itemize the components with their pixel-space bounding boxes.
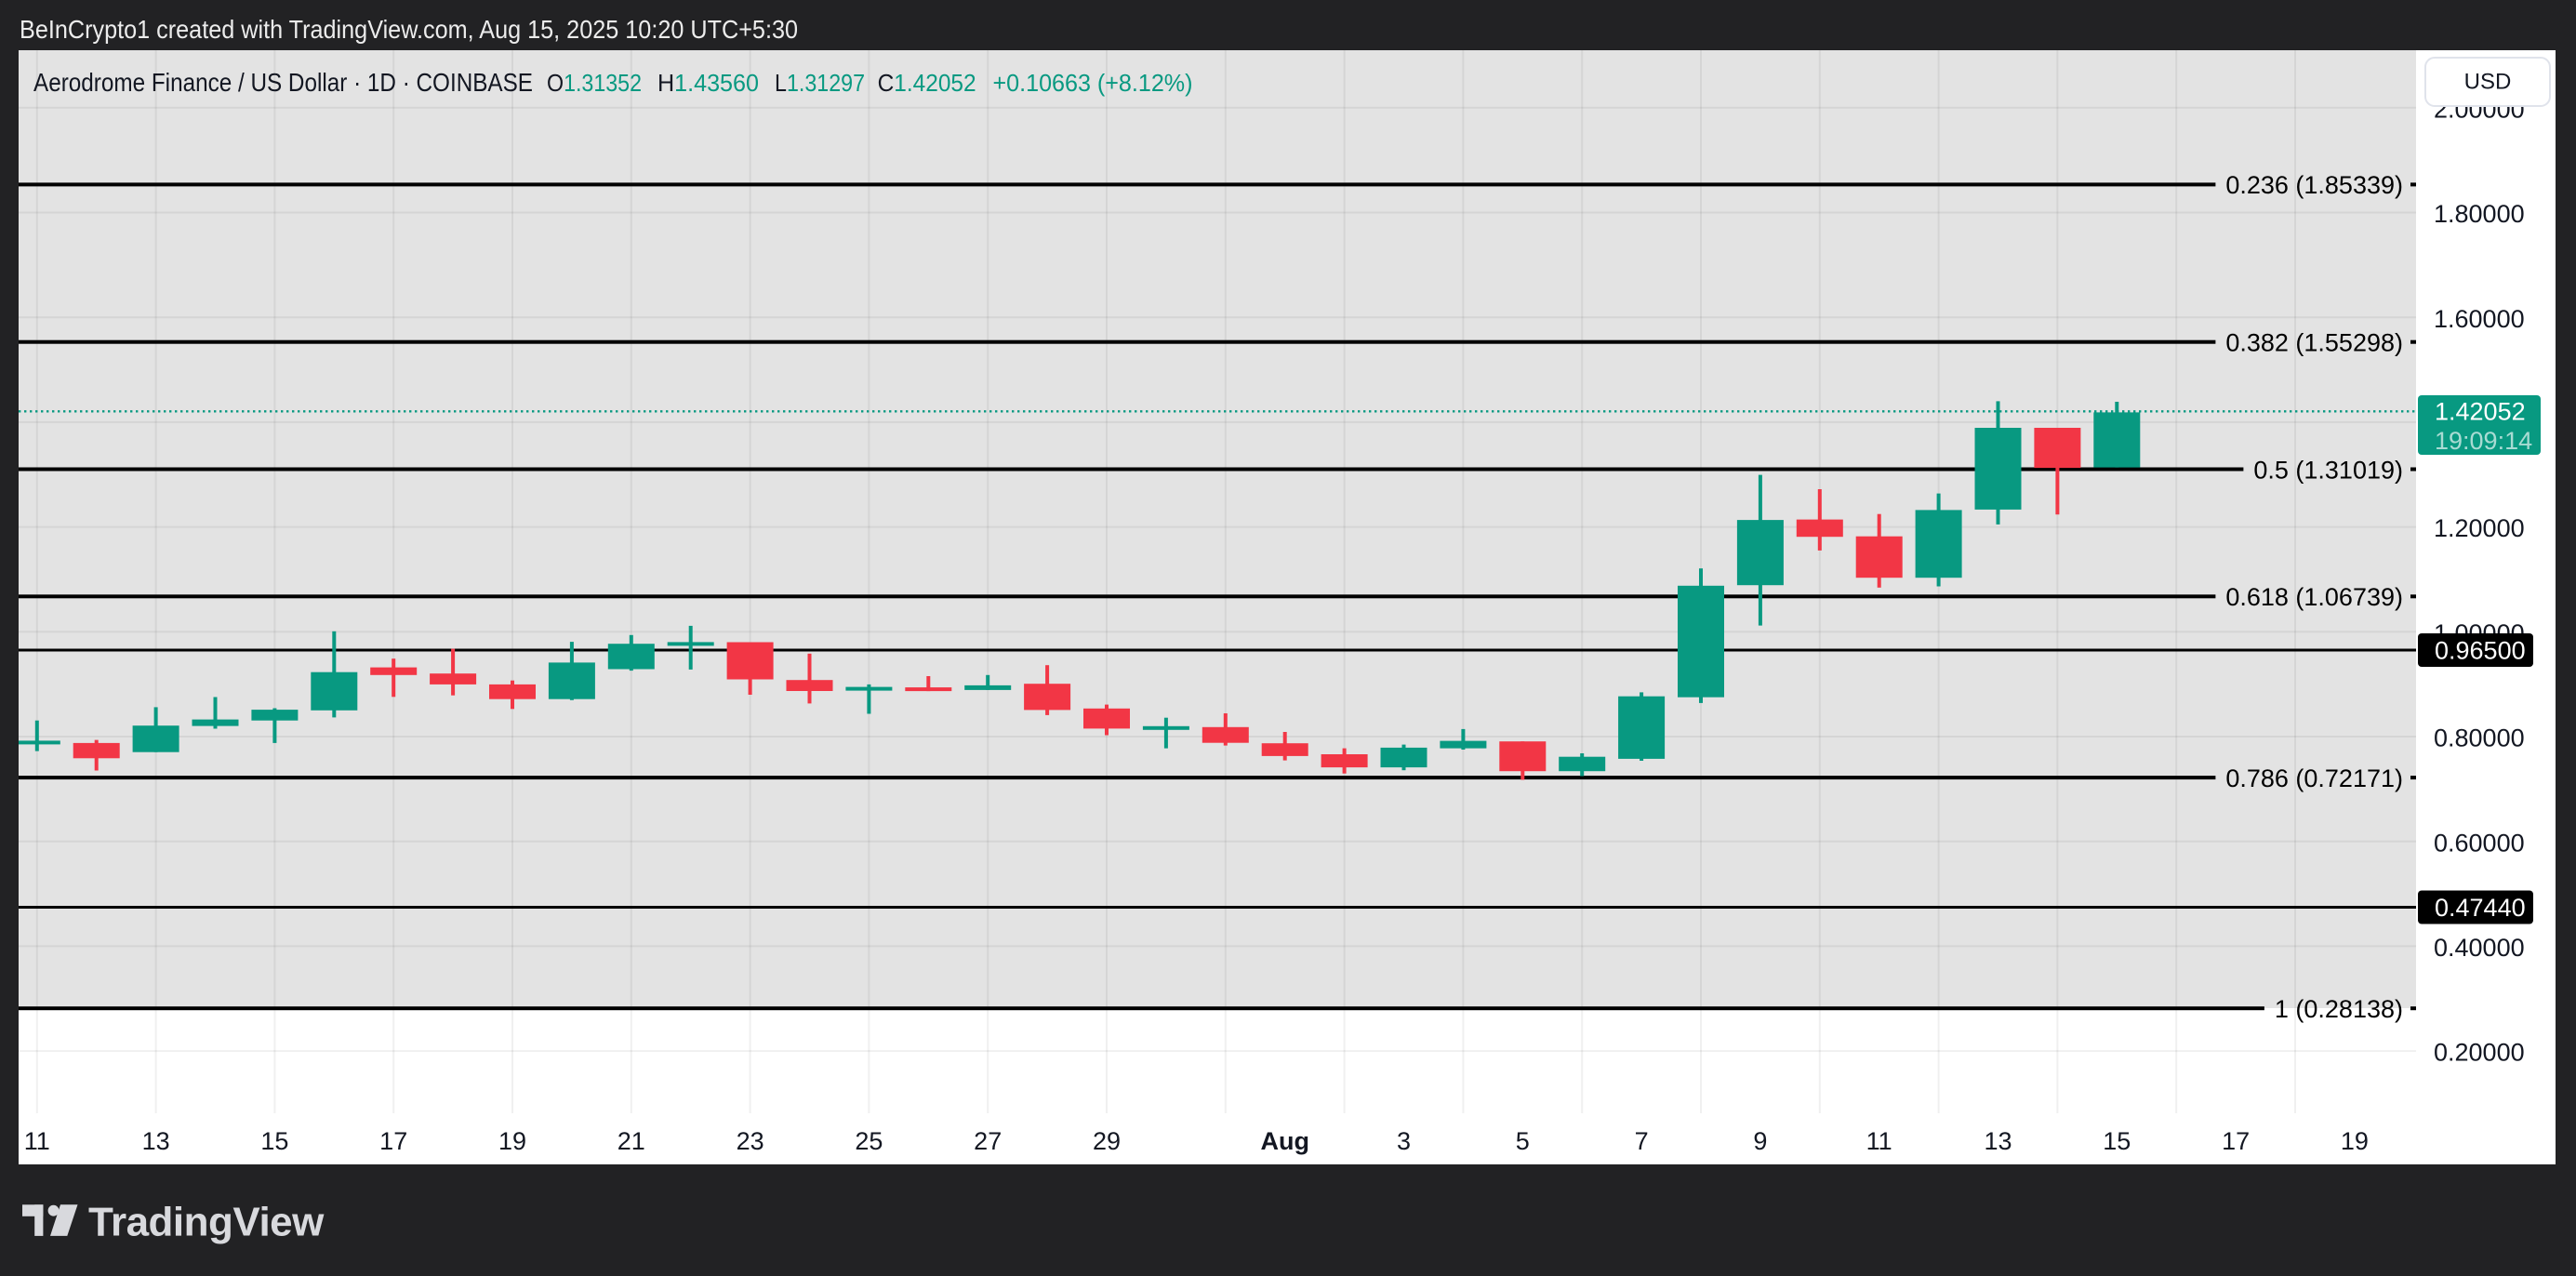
svg-text:21: 21 [617,1127,645,1155]
svg-text:Aug: Aug [1260,1127,1308,1155]
svg-text:19: 19 [2341,1127,2369,1155]
svg-text:1.42052: 1.42052 [2435,398,2526,426]
svg-text:17: 17 [2222,1127,2250,1155]
svg-text:19:09:14: 19:09:14 [2435,427,2532,455]
svg-text:11: 11 [24,1127,50,1155]
svg-text:0.20000: 0.20000 [2434,1039,2525,1067]
svg-text:27: 27 [974,1127,1002,1155]
svg-text:H1.43560: H1.43560 [657,69,759,97]
svg-text:7: 7 [1635,1127,1649,1155]
svg-text:0.96500: 0.96500 [2435,637,2526,665]
svg-text:25: 25 [855,1127,883,1155]
svg-text:15: 15 [260,1127,288,1155]
svg-text:15: 15 [2103,1127,2131,1155]
svg-text:Aerodrome Finance / US Dollar: Aerodrome Finance / US Dollar · 1D · COI… [33,68,533,97]
svg-text:0.382 (1.55298): 0.382 (1.55298) [2225,329,2403,357]
svg-text:0.47440: 0.47440 [2435,894,2526,922]
svg-text:1.20000: 1.20000 [2434,514,2525,542]
svg-text:1.80000: 1.80000 [2434,200,2525,228]
svg-text:3: 3 [1397,1127,1411,1155]
svg-text:1.60000: 1.60000 [2434,305,2525,333]
svg-text:23: 23 [737,1127,764,1155]
svg-text:0.786 (0.72171): 0.786 (0.72171) [2225,764,2403,792]
svg-text:17: 17 [379,1127,407,1155]
svg-text:19: 19 [498,1127,526,1155]
svg-text:0.236 (1.85339): 0.236 (1.85339) [2225,171,2403,199]
svg-text:O1.31352: O1.31352 [547,69,642,97]
svg-text:+0.10663 (+8.12%): +0.10663 (+8.12%) [993,69,1193,97]
svg-text:0.5 (1.31019): 0.5 (1.31019) [2253,456,2403,484]
svg-text:13: 13 [1984,1127,2012,1155]
svg-text:USD: USD [2464,70,2512,95]
svg-text:0.40000: 0.40000 [2434,934,2525,962]
svg-text:0.60000: 0.60000 [2434,829,2525,857]
svg-text:5: 5 [1516,1127,1530,1155]
svg-text:0.618 (1.06739): 0.618 (1.06739) [2225,583,2403,611]
svg-text:C1.42052: C1.42052 [878,69,976,97]
svg-text:L1.31297: L1.31297 [775,69,865,97]
svg-text:BeInCrypto1 created with Tradi: BeInCrypto1 created with TradingView.com… [20,15,798,44]
svg-text:29: 29 [1093,1127,1121,1155]
svg-text:9: 9 [1753,1127,1767,1155]
svg-text:11: 11 [1866,1127,1892,1155]
svg-text:13: 13 [142,1127,170,1155]
svg-text:TradingView: TradingView [88,1200,325,1245]
svg-text:1 (0.28138): 1 (0.28138) [2275,995,2403,1023]
svg-text:0.80000: 0.80000 [2434,724,2525,752]
